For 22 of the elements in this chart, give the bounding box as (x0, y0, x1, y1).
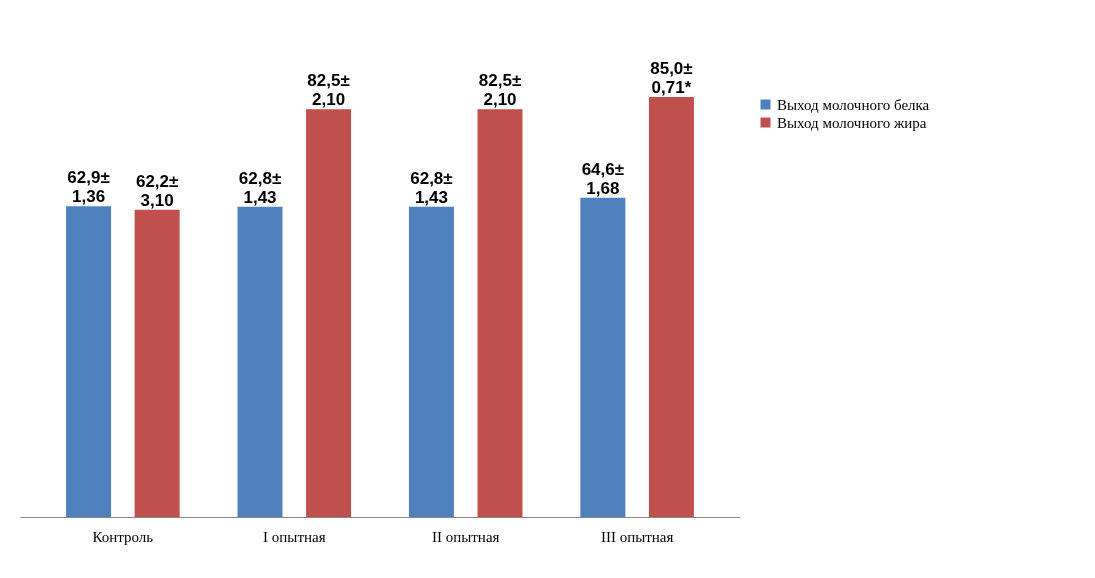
data-label: 62,2±3,10 (135, 171, 179, 210)
bar (66, 206, 112, 517)
data-label: 62,8±1,43 (410, 168, 453, 207)
x-tick-label: III опытная (600, 528, 674, 545)
x-tick-label: I опытная (263, 528, 326, 545)
data-label: 64,6±1,68 (581, 159, 625, 198)
bar (408, 206, 454, 517)
data-label: 62,8±1,43 (238, 168, 282, 207)
data-label: 82,5±2,10 (307, 71, 350, 110)
bar (477, 109, 523, 517)
bar (134, 209, 180, 517)
x-tick-label: II опытная (431, 528, 500, 545)
legend-label: Выход молочного жира (777, 114, 927, 131)
bar (580, 197, 626, 517)
bar (648, 97, 694, 517)
legend-label: Выход молочного белка (777, 96, 930, 113)
bar (237, 206, 283, 517)
x-tick-label: Контроль (92, 528, 154, 545)
bar (306, 109, 352, 517)
data-label: 62,9±1,36 (67, 168, 110, 207)
data-label: 85,0±0,71* (650, 59, 693, 97)
data-label: 82,5±2,10 (478, 71, 522, 110)
